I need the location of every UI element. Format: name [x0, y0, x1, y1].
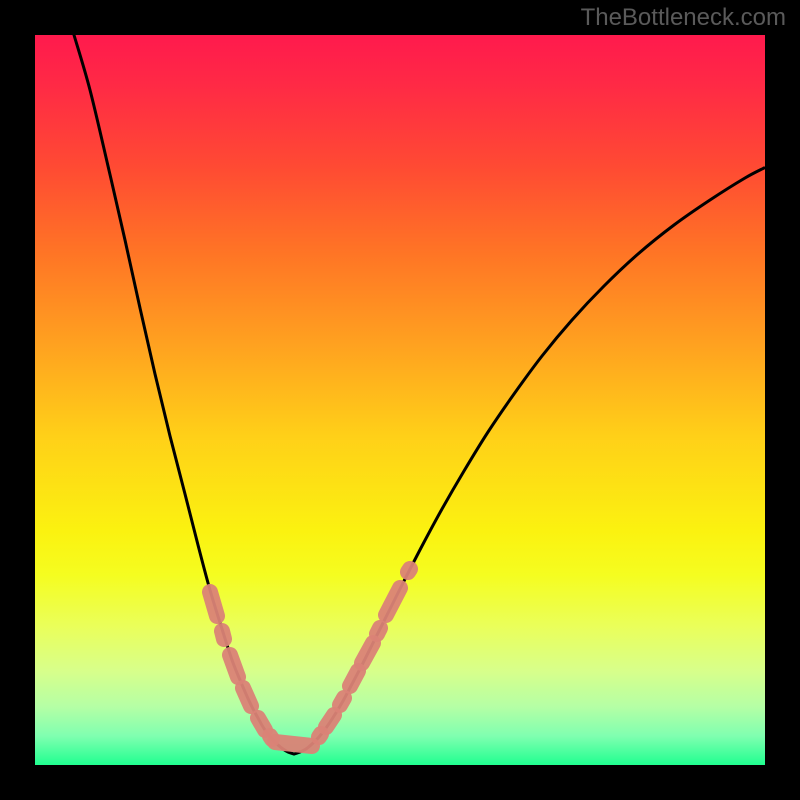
- dot-segment: [386, 588, 400, 615]
- dot-segment: [243, 688, 251, 706]
- left-curve: [74, 35, 294, 754]
- dot-segment: [222, 631, 224, 639]
- dot-segment: [408, 569, 410, 572]
- chart-svg: [0, 0, 800, 800]
- dot-segment: [326, 715, 334, 727]
- dot-segment: [377, 628, 380, 634]
- dot-segment: [319, 734, 321, 737]
- chart-container: TheBottleneck.com: [0, 0, 800, 800]
- dot-series: [210, 569, 410, 746]
- dot-segment: [350, 671, 358, 686]
- watermark-text: TheBottleneck.com: [581, 4, 786, 32]
- dot-segment: [340, 698, 344, 705]
- dot-segment: [230, 655, 238, 677]
- dot-segment: [258, 718, 265, 730]
- dot-segment: [362, 643, 373, 663]
- dot-segment: [275, 742, 312, 746]
- dot-segment: [210, 592, 217, 616]
